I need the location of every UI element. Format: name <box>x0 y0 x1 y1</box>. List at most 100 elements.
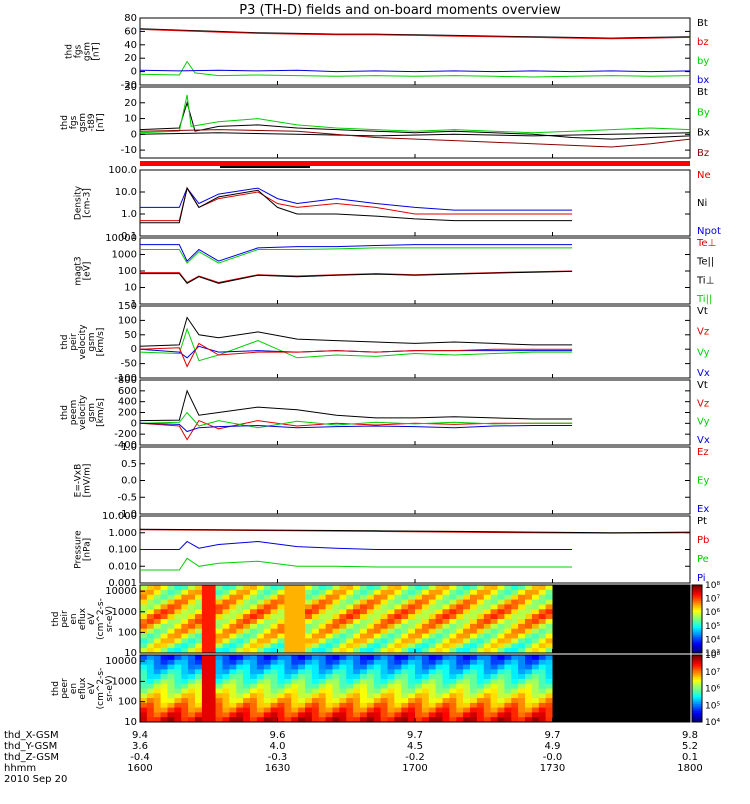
heatmap-cell <box>174 638 182 644</box>
heatmap-cell <box>483 589 492 596</box>
heatmap-cell <box>394 589 402 596</box>
heatmap-cell <box>456 599 464 605</box>
legend-entry: Vz <box>697 398 709 409</box>
heatmap-cell <box>160 669 168 675</box>
heatmap-cell <box>284 589 292 596</box>
colorbar-swatch <box>692 605 702 609</box>
heatmap-cell <box>284 702 292 709</box>
heatmap-cell <box>353 599 361 605</box>
heatmap-cell <box>318 623 327 630</box>
heatmap-cell <box>229 659 237 666</box>
heatmap-cell <box>353 712 361 718</box>
heatmap-cell <box>353 659 361 666</box>
heatmap-cell <box>531 683 540 689</box>
heatmap-cell <box>215 678 223 685</box>
heatmap-cell <box>490 712 498 718</box>
heatmap-cell <box>401 623 409 630</box>
heatmap-cell <box>263 707 272 713</box>
heatmap-cell <box>167 707 175 713</box>
heatmap-cell <box>243 599 251 605</box>
heatmap-cell <box>415 614 423 620</box>
heatmap-cell <box>277 643 285 649</box>
heatmap-cell <box>311 589 320 596</box>
heatmap-cell <box>181 693 189 699</box>
heatmap-cell <box>428 585 437 591</box>
heatmap-cell <box>387 683 395 689</box>
heatmap-cell <box>538 628 547 635</box>
heatmap-cell <box>435 623 443 630</box>
heatmap-cell <box>504 707 512 713</box>
heatmap-cell <box>511 638 519 644</box>
heatmap-cell <box>332 604 340 610</box>
series-Pt <box>139 528 691 534</box>
heatmap-cell <box>531 669 540 675</box>
legend-entry: Vx <box>697 435 710 446</box>
heatmap-cell <box>415 594 423 601</box>
heatmap-cell <box>353 698 361 704</box>
heatmap-cell <box>428 674 437 680</box>
heatmap-cell <box>270 619 278 625</box>
heatmap-cell <box>339 628 347 635</box>
heatmap-cell <box>284 693 292 699</box>
heatmap-cell <box>518 589 526 596</box>
heatmap-cell <box>188 712 196 718</box>
ytick-label: 100 <box>118 627 137 638</box>
heatmap-cell <box>311 604 320 610</box>
heatmap-cell <box>476 659 485 666</box>
series-By <box>139 94 691 134</box>
heatmap-cell <box>222 648 230 654</box>
heatmap-cell <box>298 698 306 704</box>
heatmap-cell <box>538 669 547 675</box>
heatmap-cell <box>263 669 272 675</box>
ylabel-line: gsm <box>87 332 97 351</box>
heatmap-cell <box>463 717 471 723</box>
heatmap-cell <box>442 638 450 644</box>
heatmap-cell <box>415 633 423 639</box>
heatmap-cell <box>511 707 519 713</box>
heatmap-cell <box>490 648 498 654</box>
colorbar-swatch <box>692 632 702 636</box>
heatmap-cell <box>263 585 272 591</box>
bottom-tick-value: 9.7 <box>407 730 423 741</box>
heatmap-cell <box>339 702 347 709</box>
heatmap-cell <box>394 585 402 591</box>
heatmap-cell <box>311 659 320 666</box>
heatmap-cell <box>250 609 258 615</box>
heatmap-cell <box>449 599 457 605</box>
heatmap-cell <box>401 594 409 601</box>
heatmap-cell <box>394 664 402 670</box>
heatmap-cell <box>401 609 409 615</box>
heatmap-cell <box>291 702 299 709</box>
heatmap-cell <box>256 619 265 625</box>
heatmap-cell <box>394 674 402 680</box>
heatmap-cell <box>366 599 375 605</box>
heatmap-cell <box>421 674 430 680</box>
heatmap-cell <box>311 594 320 601</box>
heatmap-cell <box>167 669 175 675</box>
heatmap-cell <box>421 655 430 661</box>
heatmap-cell <box>476 648 485 654</box>
colorbar-swatch <box>692 594 702 597</box>
legend-entry: Vy <box>697 347 710 358</box>
heatmap-cell <box>394 693 402 699</box>
heatmap-cell <box>146 688 155 694</box>
heatmap-cell <box>291 678 299 685</box>
heatmap-cell <box>435 717 443 723</box>
heatmap-cell <box>504 623 512 630</box>
heatmap-cell <box>270 648 278 654</box>
heatmap-cell <box>504 712 512 718</box>
ylabel-line: thd <box>60 335 70 350</box>
heatmap-cell <box>463 585 471 591</box>
heatmap-cell <box>456 614 464 620</box>
heatmap-cell <box>428 678 437 685</box>
heatmap-cell <box>167 594 175 601</box>
heatmap-cell <box>366 623 375 630</box>
heatmap-cell <box>531 717 540 723</box>
heatmap-cell <box>401 628 409 635</box>
heatmap-cell <box>229 669 237 675</box>
heatmap-cell <box>229 628 237 635</box>
heatmap-cell <box>160 638 168 644</box>
